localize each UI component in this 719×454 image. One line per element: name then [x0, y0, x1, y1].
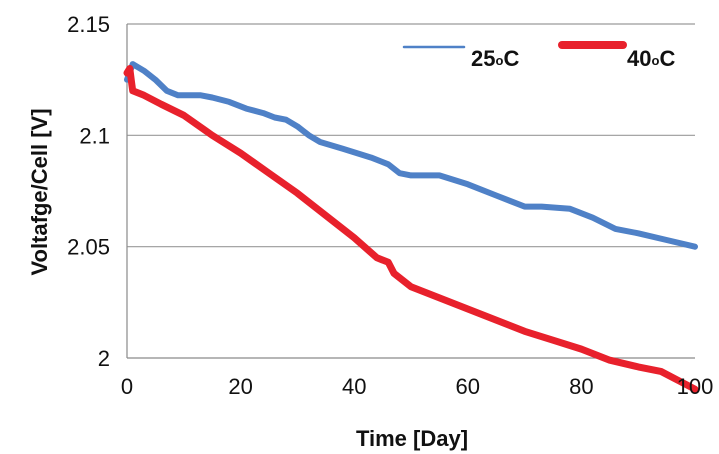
legend-label-40c-degree: o [651, 53, 659, 68]
y-tick-label: 2 [98, 346, 110, 371]
legend-label-25c: 25oC [471, 46, 519, 71]
legend-label-40c: 40oC [627, 46, 675, 71]
x-axis-title: Time [Day] [356, 426, 468, 451]
legend-label-40c-number: 40 [627, 46, 651, 71]
series-line-40c [123, 65, 699, 393]
y-tick-label: 2.15 [67, 12, 110, 37]
x-tick-label: 60 [456, 374, 480, 399]
series-line-25c [124, 61, 698, 250]
grid-lines [127, 23, 695, 248]
y-tick-label: 2.05 [67, 235, 110, 260]
legend: 25oC 40oC [402, 41, 675, 71]
series-lines [123, 61, 699, 393]
y-tick-label: 2.1 [79, 123, 110, 148]
x-tick-label: 40 [342, 374, 366, 399]
x-tick-label: 0 [121, 374, 133, 399]
legend-label-25c-number: 25 [471, 46, 495, 71]
x-tick-label: 80 [569, 374, 593, 399]
x-tick-label: 20 [228, 374, 252, 399]
tick-labels: 2 2.05 2.1 2.15 0 20 40 60 80 100 [67, 12, 713, 399]
x-tick-label: 100 [677, 374, 714, 399]
legend-label-25c-degree: o [495, 53, 503, 68]
legend-label-25c-unit: C [503, 46, 519, 71]
axes [126, 24, 695, 359]
legend-label-40c-unit: C [659, 46, 675, 71]
y-axis-title: Voltafge/Cell [V] [27, 108, 52, 275]
